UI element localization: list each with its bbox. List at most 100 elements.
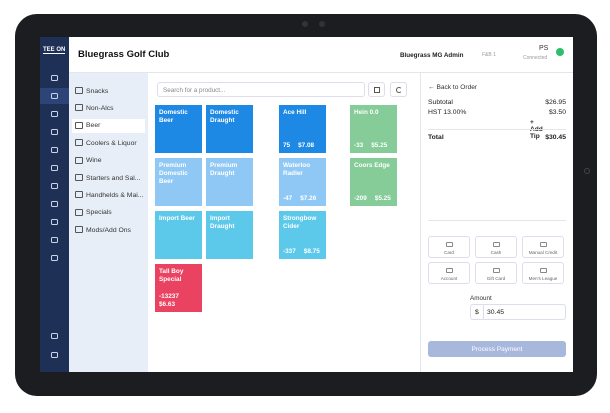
product-tile[interactable]: Strongbow Cider -337 $8.75: [279, 211, 326, 259]
category-item[interactable]: Wine: [72, 154, 145, 168]
product-name: Domestic Draught: [210, 109, 239, 124]
refresh-button[interactable]: [390, 82, 407, 97]
payment-label[interactable]: Account: [440, 276, 458, 281]
product-meta: -13237 $6.63: [159, 293, 199, 309]
payment-icon: [493, 268, 500, 273]
payment-icon: [493, 242, 500, 247]
product-tile[interactable]: Ace Hill 75 $7.08: [279, 105, 326, 153]
payment-method[interactable]: Account: [428, 262, 470, 284]
nav-icon[interactable]: [51, 219, 58, 225]
nav-icon[interactable]: [51, 237, 58, 243]
nav-icon[interactable]: [51, 333, 58, 339]
payment-label[interactable]: Cash: [490, 250, 502, 255]
summary-line: HST 13.00% $3.50: [428, 109, 566, 116]
payment-icon: [540, 242, 547, 247]
folder-icon: [75, 156, 83, 164]
payment-method[interactable]: Card: [428, 236, 470, 258]
category-item[interactable]: Non-Alcs: [72, 101, 145, 115]
amount-value[interactable]: 30.45: [487, 309, 505, 316]
status-initials: PS: [539, 45, 549, 52]
nav-icon[interactable]: [51, 201, 58, 207]
status-dot: [556, 48, 564, 56]
product-price: $5.25: [374, 195, 391, 202]
currency: $: [475, 309, 479, 316]
product-tile[interactable]: Domestic Beer: [155, 105, 202, 153]
category-label[interactable]: Beer: [86, 122, 101, 130]
nav-icon[interactable]: [51, 352, 58, 358]
nav-icon[interactable]: [51, 183, 58, 189]
product-name: Strongbow Cider: [283, 215, 317, 230]
category-label[interactable]: Starters and Sal...: [86, 174, 141, 182]
back-text[interactable]: Back to Order: [436, 84, 478, 91]
category-label[interactable]: Specials: [86, 209, 112, 217]
nav-icon[interactable]: [51, 111, 58, 117]
payment-method[interactable]: Cash: [475, 236, 517, 258]
product-tile[interactable]: Tall Boy Special -13237 $6.63: [155, 264, 202, 312]
header: Bluegrass Golf Club Bluegrass MG Admin F…: [69, 37, 573, 73]
total-line: Total $30.45: [428, 134, 566, 141]
category-label[interactable]: Mods/Add Ons: [86, 226, 131, 234]
sensor: [319, 21, 325, 27]
category-item[interactable]: Handhelds & Mai...: [72, 188, 145, 202]
category-label[interactable]: Coolers & Liquor: [86, 139, 137, 147]
category-item[interactable]: Coolers & Liquor: [72, 136, 145, 150]
amount-input[interactable]: $ 30.45: [470, 304, 566, 320]
product-price: $8.75: [303, 248, 320, 255]
scan-button[interactable]: [368, 82, 385, 97]
category-label[interactable]: Wine: [86, 157, 102, 165]
product-tile[interactable]: Coors Edge -209 $5.25: [350, 158, 397, 206]
folder-icon: [75, 208, 83, 216]
nav-icon[interactable]: [51, 129, 58, 135]
category-item[interactable]: Specials: [72, 206, 145, 220]
nav-icon[interactable]: [51, 75, 58, 81]
separator: [428, 220, 566, 221]
product-price: $7.26: [300, 195, 317, 202]
product-meta: -33 $5.25: [354, 142, 394, 150]
summary-amount: $3.50: [548, 109, 566, 116]
product-tile[interactable]: Waterloo Radler -47 $7.26: [279, 158, 326, 206]
payment-method[interactable]: Men's League: [522, 262, 564, 284]
total-amount: $30.45: [545, 134, 566, 141]
input-divider: [483, 305, 484, 320]
product-tile[interactable]: Import Draught: [206, 211, 253, 259]
category-item[interactable]: Snacks: [72, 84, 145, 98]
nav-icon[interactable]: [51, 93, 58, 99]
nav-icon[interactable]: [51, 147, 58, 153]
process-payment-button[interactable]: Process Payment: [428, 341, 566, 357]
status-text: Connected: [523, 55, 548, 61]
summary-line: Subtotal $26.95: [428, 99, 566, 106]
product-tile[interactable]: Premium Draught: [206, 158, 253, 206]
folder-icon: [75, 191, 83, 199]
category-item[interactable]: Mods/Add Ons: [72, 223, 145, 237]
summary-label: Subtotal: [428, 99, 453, 106]
category-item[interactable]: Beer: [72, 118, 145, 133]
payment-label[interactable]: Manual Credit: [528, 250, 558, 255]
home-button[interactable]: [584, 168, 590, 174]
payment-method[interactable]: Manual Credit: [522, 236, 564, 258]
category-label[interactable]: Handhelds & Mai...: [86, 191, 144, 199]
sidebar: TEE ON: [40, 37, 69, 372]
category-panel: Snacks Non-Alcs Beer Coolers & Liquor Wine St…: [69, 73, 148, 372]
folder-icon: [75, 139, 83, 147]
folder-icon: [75, 121, 83, 129]
product-tile[interactable]: Domestic Draught: [206, 105, 253, 153]
nav-icon[interactable]: [51, 255, 58, 261]
product-meta: -47 $7.26: [283, 195, 323, 203]
product-name: Domestic Beer: [159, 109, 188, 124]
nav-icon[interactable]: [51, 165, 58, 171]
product-tile[interactable]: Hein 0.0 -33 $5.25: [350, 105, 397, 153]
category-item[interactable]: Starters and Sal...: [72, 171, 145, 185]
search-box[interactable]: Search for a product...: [157, 82, 365, 97]
product-tile[interactable]: Import Beer: [155, 211, 202, 259]
payment-label[interactable]: Men's League: [528, 276, 558, 281]
back-link[interactable]: ← Back to Order: [428, 84, 478, 91]
product-name: Premium Domestic Beer: [159, 162, 188, 185]
payment-label[interactable]: Gift Card: [486, 276, 506, 281]
product-name: Tall Boy Special: [159, 268, 184, 283]
category-label[interactable]: Non-Alcs: [86, 104, 114, 112]
payment-method[interactable]: Gift Card: [475, 262, 517, 284]
category-label[interactable]: Snacks: [86, 87, 109, 95]
payment-label[interactable]: Card: [444, 250, 454, 255]
product-tile[interactable]: Premium Domestic Beer: [155, 158, 202, 206]
